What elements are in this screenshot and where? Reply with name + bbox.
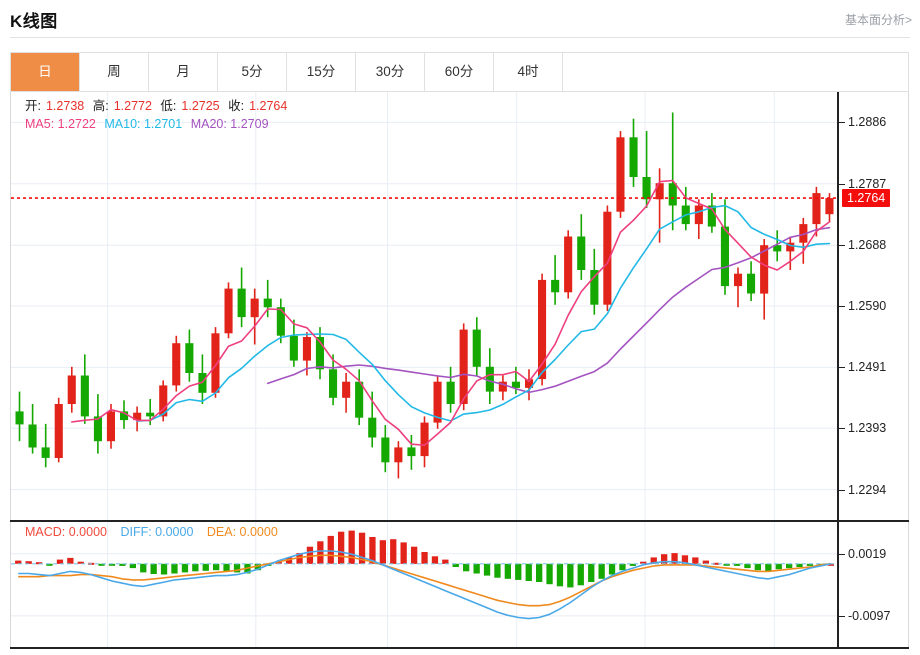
- ma-row: MA5: 1.2722 MA10: 1.2701 MA20: 1.2709: [25, 117, 292, 131]
- price-tick-5: 1.2393: [848, 421, 887, 436]
- macd-plot[interactable]: [11, 522, 838, 647]
- macd-baseline: [10, 647, 909, 649]
- current-price-badge: 1.2764: [842, 189, 891, 208]
- ma10-legend: MA10: 1.2701: [104, 117, 183, 131]
- tabbar-filler: [563, 53, 908, 91]
- price-tick-3: 1.2590: [848, 299, 887, 313]
- axis-divider: [837, 92, 839, 649]
- tab-1[interactable]: 周: [80, 53, 149, 91]
- page-title: K线图: [10, 12, 58, 31]
- tab-7[interactable]: 4时: [494, 53, 563, 91]
- tab-2[interactable]: 月: [149, 53, 218, 91]
- macd-tick-1: -0.0097: [848, 608, 891, 623]
- low-value: 1.2725: [181, 99, 220, 113]
- macd-legend: MACD: 0.0000 DIFF: 0.0000 DEA: 0.0000: [25, 525, 288, 539]
- ma5-legend: MA5: 1.2722: [25, 117, 96, 131]
- close-label: 收:: [228, 99, 245, 113]
- low-label: 低:: [160, 99, 177, 113]
- high-value: 1.2772: [113, 99, 152, 113]
- ohlc-row: 开: 1.2738 高: 1.2772 低: 1.2725 收: 1.2764: [25, 95, 292, 114]
- price-tick-6: 1.2294: [848, 482, 887, 497]
- price-tick-mark-2: [839, 245, 845, 247]
- page-header: K线图 基本面分析>: [0, 0, 920, 38]
- timeframe-tabbar: 日周月 5分 15分 30分 60分 4时: [10, 52, 909, 92]
- macd-tick-mark-0: [839, 553, 845, 555]
- price-tick-mark-0: [839, 122, 845, 124]
- panel-separator: [10, 520, 909, 522]
- open-label: 开:: [25, 99, 41, 113]
- price-tick-4: 1.2491: [848, 360, 887, 375]
- price-legend: 开: 1.2738 高: 1.2772 低: 1.2725 收: 1.2764 MA5:…: [25, 95, 292, 134]
- tab-4[interactable]: 15分: [287, 53, 356, 91]
- price-panel[interactable]: 开: 1.2738 高: 1.2772 低: 1.2725 收: 1.2764 MA5:…: [10, 92, 909, 520]
- chart-area: 开: 1.2738 高: 1.2772 低: 1.2725 收: 1.2764 MA5:…: [10, 92, 909, 649]
- macd-panel[interactable]: MACD: 0.0000 DIFF: 0.0000 DEA: 0.0000: [10, 522, 909, 647]
- close-value: 1.2764: [249, 99, 288, 113]
- price-tick-2: 1.2688: [848, 238, 887, 253]
- tab-0[interactable]: 日: [11, 53, 80, 91]
- header-divider: [10, 37, 910, 38]
- price-tick-mark-1: [839, 183, 845, 185]
- tab-6[interactable]: 60分: [425, 53, 494, 91]
- price-tick-1: 1.2787: [848, 176, 887, 191]
- tab-5[interactable]: 30分: [356, 53, 425, 91]
- macd-value: MACD: 0.0000: [25, 525, 107, 539]
- macd-tick-mark-1: [839, 615, 845, 617]
- price-tick-mark-4: [839, 367, 845, 369]
- price-tick-mark-6: [839, 489, 845, 491]
- price-tick-mark-5: [839, 428, 845, 430]
- diff-value: DIFF: 0.0000: [120, 525, 194, 539]
- macd-tick-0: 0.0019: [848, 546, 887, 561]
- open-value: 1.2738: [45, 99, 85, 113]
- tab-3[interactable]: 5分: [218, 53, 287, 91]
- high-label: 高:: [92, 99, 109, 113]
- dea-value: DEA: 0.0000: [206, 525, 278, 539]
- candlestick-plot[interactable]: [11, 92, 838, 520]
- price-tick-mark-3: [839, 306, 845, 307]
- ma20-legend: MA20: 1.2709: [190, 117, 269, 131]
- price-tick-0: 1.2886: [848, 115, 887, 130]
- fundamental-analysis-link[interactable]: 基本面分析>: [844, 13, 912, 27]
